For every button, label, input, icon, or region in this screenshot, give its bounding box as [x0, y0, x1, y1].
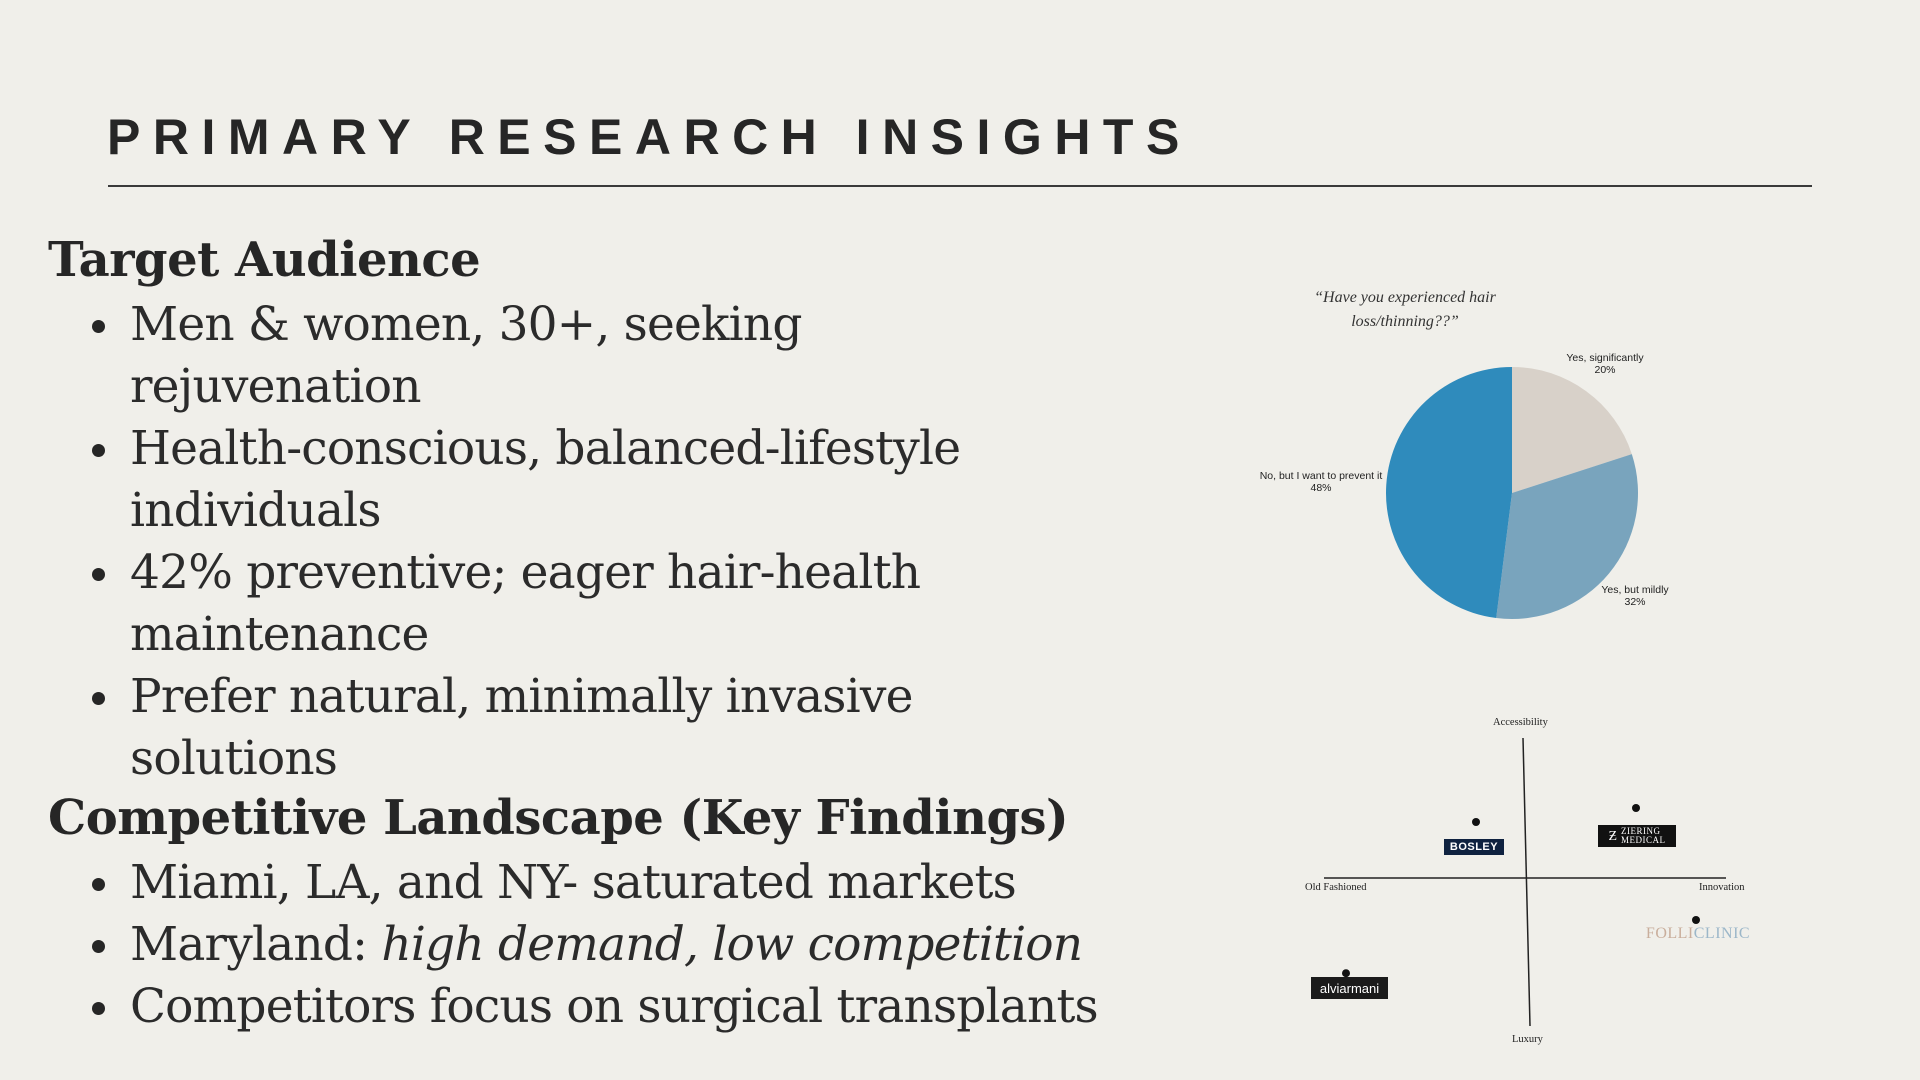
- axis-label-left: Old Fashioned: [1305, 882, 1367, 893]
- ziering-mark-icon: Ƶ: [1608, 828, 1618, 844]
- map-point-bosley: [1472, 818, 1480, 826]
- bullet-dot: [92, 692, 105, 705]
- title-divider: [108, 185, 1812, 187]
- target-audience-list: Men & women, 30+, seeking rejuvenation H…: [84, 294, 1074, 790]
- pie-label-value: 48%: [1310, 482, 1332, 494]
- list-item: 42% preventive; eager hair-health mainte…: [84, 542, 1074, 666]
- axis-label-bottom: Luxury: [1512, 1034, 1543, 1045]
- pie-slice-0: [1512, 367, 1632, 493]
- ziering-text: ZIERING MEDICAL: [1621, 827, 1666, 845]
- list-item: Prefer natural, minimally invasive solut…: [84, 666, 1074, 790]
- folli-text: FOLLI: [1645, 925, 1694, 942]
- bullet-dot: [92, 940, 105, 953]
- axis-label-right: Innovation: [1699, 882, 1745, 893]
- list-item: Competitors focus on surgical transplant…: [84, 976, 1184, 1038]
- map-point-ziering-medical: [1632, 804, 1640, 812]
- pie-label-value: 20%: [1594, 364, 1616, 376]
- bullet-dot: [92, 444, 105, 457]
- map-point-alviarmani: [1342, 969, 1350, 978]
- page-title: PRIMARY RESEARCH INSIGHTS: [107, 109, 1192, 165]
- ziering-medical-logo: Ƶ ZIERING MEDICAL: [1598, 825, 1676, 847]
- pie-label-name: Yes, significantly: [1566, 352, 1644, 364]
- folliclinic-logo: FOLLI CLINIC: [1646, 924, 1750, 944]
- bullet-dot: [92, 1002, 105, 1015]
- competitive-landscape-heading: Competitive Landscape (Key Findings): [48, 790, 1069, 846]
- ziering-line2: MEDICAL: [1621, 835, 1666, 845]
- list-item-text: Miami, LA, and NY- saturated markets: [130, 855, 1017, 910]
- list-item-text: Men & women, 30+, seeking rejuvenation: [130, 297, 802, 414]
- pie-chart-title: “Have you experienced hair loss/thinning…: [1314, 289, 1496, 330]
- list-item: Men & women, 30+, seeking rejuvenation: [84, 294, 1074, 418]
- list-item-emphasis: high demand, low competition: [381, 917, 1083, 972]
- bullet-dot: [92, 568, 105, 581]
- pie-label-name: No, but I want to prevent it: [1259, 470, 1383, 482]
- pie-label-name: Yes, but mildly: [1601, 584, 1669, 596]
- pie-slice-2: [1385, 367, 1512, 619]
- ziering-line1: ZIERING: [1621, 826, 1661, 836]
- pie-label-significantly: Yes, significantly 20%: [1560, 352, 1650, 376]
- alviarmani-logo: alviarmani: [1311, 977, 1388, 999]
- list-item-text: Health-conscious, balanced-lifestyle ind…: [130, 421, 961, 538]
- list-item-text: Maryland:: [130, 917, 382, 972]
- vertical-axis: [1522, 737, 1531, 1027]
- pie-label-mildly: Yes, but mildly 32%: [1590, 584, 1680, 608]
- map-point-folliclinic: [1692, 916, 1700, 924]
- clinic-text: CLINIC: [1693, 925, 1751, 942]
- pie-label-value: 32%: [1624, 596, 1646, 608]
- axis-label-top: Accessibility: [1493, 717, 1548, 728]
- list-item-text: Prefer natural, minimally invasive solut…: [130, 669, 913, 786]
- bullet-dot: [92, 878, 105, 891]
- list-item: Miami, LA, and NY- saturated markets: [84, 852, 1184, 914]
- target-audience-heading: Target Audience: [48, 232, 481, 288]
- competitive-list: Miami, LA, and NY- saturated markets Mar…: [84, 852, 1184, 1038]
- bullet-dot: [92, 320, 105, 333]
- list-item-text: 42% preventive; eager hair-health mainte…: [130, 545, 921, 662]
- list-item: Health-conscious, balanced-lifestyle ind…: [84, 418, 1074, 542]
- bosley-logo: BOSLEY: [1444, 839, 1504, 855]
- list-item: Maryland: high demand, low competition: [84, 914, 1184, 976]
- list-item-text: Competitors focus on surgical transplant…: [130, 979, 1099, 1034]
- pie-label-prevent: No, but I want to prevent it 48%: [1250, 470, 1392, 494]
